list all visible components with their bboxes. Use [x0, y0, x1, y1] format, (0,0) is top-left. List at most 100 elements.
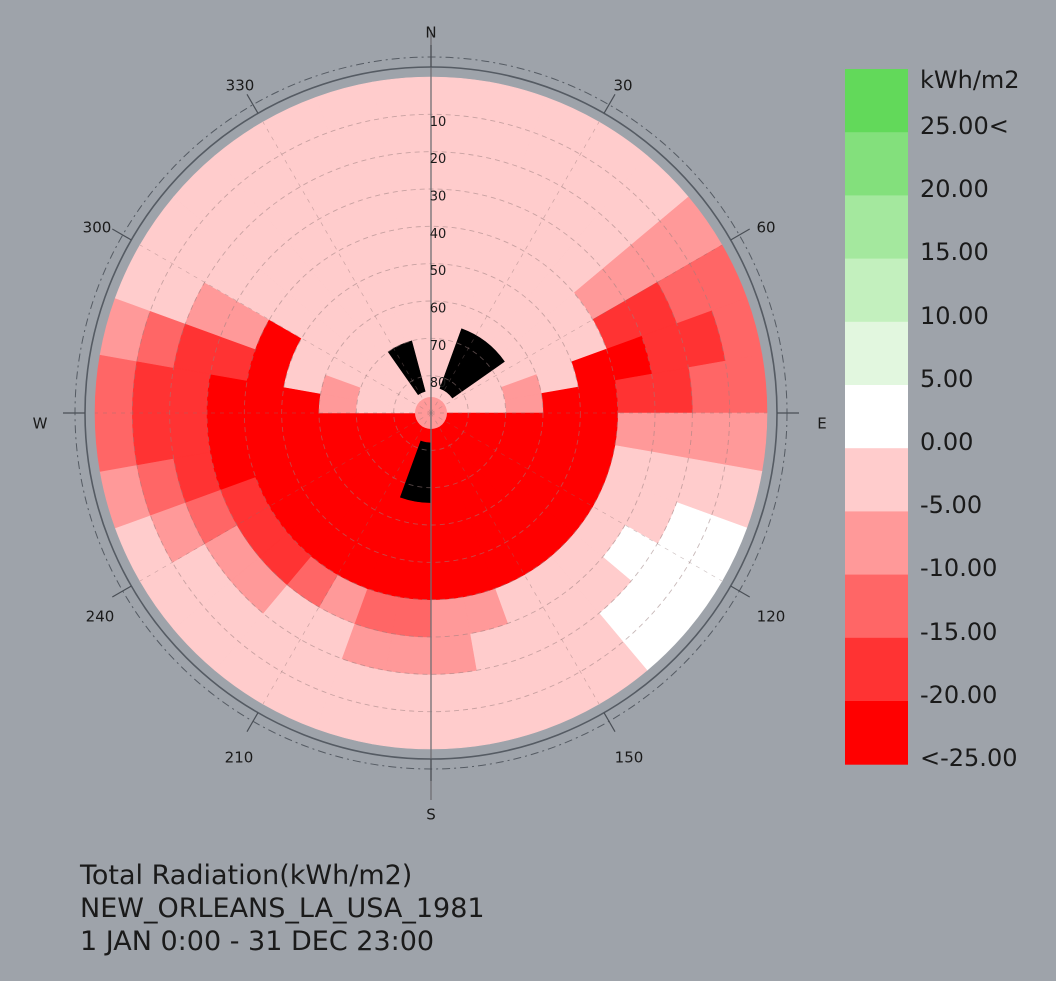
- azimuth-tick-120: [730, 585, 750, 598]
- sky-cell-r0-a8: [724, 354, 768, 414]
- sky-cell-r0-a26: [94, 412, 138, 472]
- azimuth-label-300: 300: [83, 219, 112, 237]
- compass-south: S: [426, 806, 436, 824]
- azimuth-line-240: [139, 412, 432, 582]
- legend-swatch-4: [845, 321, 908, 386]
- legend-label-7: -10.00: [920, 554, 998, 583]
- azimuth-label-240: 240: [86, 608, 115, 626]
- legend-swatch-6: [845, 448, 908, 512]
- sky-cell-r2-a35: [385, 151, 432, 193]
- sky-cell-r0-a35: [372, 76, 432, 120]
- legend: [845, 69, 908, 765]
- sky-cell-r1-a18: [378, 670, 432, 712]
- obstruction-0: [439, 328, 505, 399]
- sky-cell-r0-a27: [94, 354, 138, 414]
- sky-cell-r1-a26: [132, 412, 174, 466]
- sky-cell-r3-a35: [391, 188, 432, 230]
- sky-cell-r3-a18: [391, 596, 432, 638]
- legend-swatch-7: [845, 511, 908, 576]
- compass-west: W: [33, 415, 48, 433]
- sky-cell-r2-a26: [169, 412, 211, 459]
- legend-swatch-1: [845, 132, 908, 196]
- azimuth-label-120: 120: [757, 608, 786, 626]
- altitude-label-70: 70: [430, 339, 447, 354]
- compass-north: N: [425, 24, 436, 42]
- sky-cell-r2-a18: [385, 633, 432, 675]
- azimuth-label-60: 60: [756, 219, 775, 237]
- compass-frame: [63, 45, 799, 781]
- altitude-label-30: 30: [430, 190, 447, 205]
- azimuth-label-330: 330: [226, 77, 255, 95]
- sky-cell-r0-a0: [430, 76, 490, 120]
- sky-cell-r0-a9: [724, 412, 768, 472]
- legend-label-4: 5.00: [920, 364, 974, 393]
- azimuth-line-120: [430, 412, 723, 582]
- azimuth-label-30: 30: [613, 77, 632, 95]
- altitude-ring-20: [169, 151, 693, 675]
- legend-label-3: 10.00: [920, 301, 989, 330]
- azimuth-line-150: [430, 412, 600, 705]
- sky-cell-r1-a17: [430, 670, 484, 712]
- azimuth-tick-240: [112, 585, 132, 598]
- legend-label-1: 20.00: [920, 175, 989, 204]
- sky-cell-r3-a26: [206, 412, 248, 453]
- altitude-label-50: 50: [430, 264, 447, 279]
- obstruction-1: [399, 440, 432, 503]
- compass-east: E: [817, 415, 826, 433]
- azimuth-tick-30: [603, 94, 616, 114]
- legend-swatch-8: [845, 574, 908, 639]
- legend-swatch-5: [845, 385, 908, 449]
- altitude-label-80: 80: [430, 376, 447, 391]
- altitude-ring-40: [243, 225, 619, 601]
- azimuth-line-210: [262, 412, 432, 705]
- sky-cell-r0-a17: [430, 706, 490, 750]
- obstruction-patches: [387, 328, 505, 503]
- legend-label-6: -5.00: [920, 491, 983, 520]
- legend-unit: kWh/m2: [920, 66, 1020, 94]
- azimuth-line-60: [430, 244, 723, 414]
- chart-labels: N S W E 30 60 120 150 210 240 300 330 10 20 30 40 50 60 70…: [33, 24, 827, 824]
- sky-cell-r3-a9: [614, 412, 656, 453]
- altitude-label-60: 60: [430, 302, 447, 317]
- azimuth-tick-60: [730, 228, 750, 241]
- legend-label-2: 15.00: [920, 238, 989, 267]
- period-label: 1 JAN 0:00 - 31 DEC 23:00: [80, 926, 435, 957]
- legend-swatch-10: [845, 701, 908, 765]
- legend-swatch-2: [845, 195, 908, 260]
- obstruction-2: [387, 340, 426, 396]
- legend-label-10: <-25.00: [920, 744, 1018, 772]
- legend-swatch-0: [845, 69, 908, 133]
- sky-cell-r1-a27: [132, 360, 174, 414]
- azimuth-tick-330: [246, 94, 259, 114]
- azimuth-line-30: [430, 121, 600, 414]
- sky-cell-r3-a17: [430, 596, 471, 638]
- legend-label-9: -20.00: [920, 680, 998, 709]
- legend-swatch-9: [845, 637, 908, 702]
- sky-cell-r1-a9: [688, 412, 730, 466]
- azimuth-label-210: 210: [225, 749, 254, 767]
- sky-cell-r0-a18: [372, 706, 432, 750]
- sky-cell-r2-a8: [651, 367, 693, 414]
- altitude-label-10: 10: [430, 115, 447, 130]
- azimuth-tick-300: [112, 228, 132, 241]
- azimuth-tick-210: [246, 712, 259, 732]
- azimuth-label-150: 150: [615, 749, 644, 767]
- altitude-rings: [95, 30, 767, 800]
- sky-cell-r3-a27: [206, 373, 248, 414]
- azimuth-line-330: [262, 121, 432, 414]
- legend-label-0: 25.00<: [920, 112, 1009, 140]
- sky-cell-r2-a9: [651, 412, 693, 459]
- location-label: NEW_ORLEANS_LA_USA_1981: [80, 893, 485, 924]
- legend-label-5: 0.00: [920, 428, 974, 456]
- legend-swatch-3: [845, 258, 908, 323]
- azimuth-tick-150: [603, 712, 616, 732]
- chart-title: Total Radiation(kWh/m2): [80, 860, 413, 891]
- azimuth-line-300: [139, 244, 432, 414]
- sky-cell-r2-a17: [430, 633, 477, 675]
- altitude-label-20: 20: [430, 152, 447, 167]
- legend-label-8: -15.00: [920, 617, 998, 646]
- sky-cell-r1-a8: [688, 360, 730, 414]
- sky-cell-r1-a35: [378, 114, 432, 156]
- sky-cell-r3-a8: [614, 373, 656, 414]
- sky-cell-r2-a27: [169, 367, 211, 414]
